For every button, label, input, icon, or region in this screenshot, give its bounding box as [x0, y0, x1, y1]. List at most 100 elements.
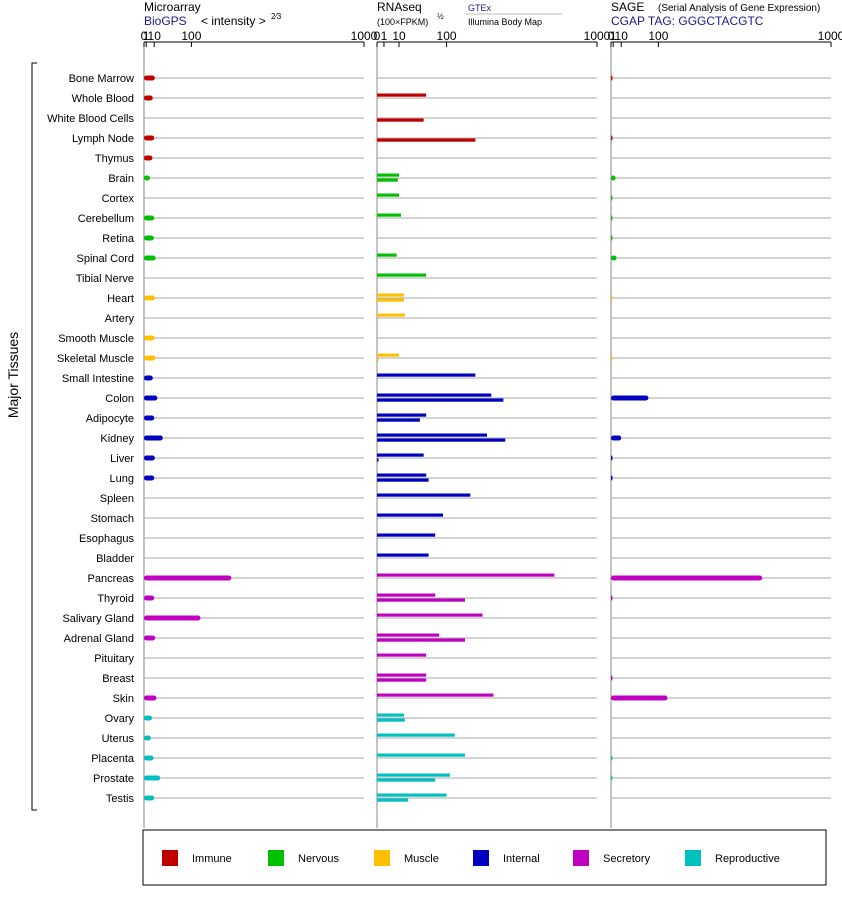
- rnaseq-bar: [377, 638, 465, 642]
- tissue-label: Salivary Gland: [62, 613, 134, 625]
- tissue-label: Prostate: [93, 773, 134, 785]
- sage-bar: [611, 755, 613, 761]
- sage-bar: [611, 295, 613, 301]
- sage-subtitle: (Serial Analysis of Gene Expression): [658, 3, 820, 14]
- legend-swatch: [268, 850, 284, 866]
- microarray-bar: [144, 175, 150, 181]
- microarray-bar: [144, 155, 153, 161]
- sage-bar: [611, 75, 613, 81]
- rnaseq-tick-label: 0: [374, 29, 381, 43]
- tissue-label: Testis: [106, 793, 135, 805]
- rnaseq-tick-label: 10: [392, 29, 406, 43]
- tissue-label: Pancreas: [88, 573, 135, 585]
- rnaseq-bar: [377, 793, 447, 797]
- microarray-tick-label: 1000: [351, 29, 378, 43]
- microarray-bar: [144, 335, 155, 341]
- rnaseq-scale-label: (100×FPKM): [377, 17, 428, 27]
- tissue-label: Artery: [105, 313, 135, 325]
- rnaseq-bar: [377, 138, 476, 142]
- sage-bar: [611, 575, 763, 581]
- microarray-bar: [144, 255, 156, 261]
- microarray-bar: [144, 475, 155, 481]
- sage-bar: [611, 435, 622, 441]
- microarray-bar: [144, 355, 156, 361]
- sage-tag-link[interactable]: CGAP TAG: GGGCTACGTC: [611, 14, 764, 28]
- rnaseq-bar: [377, 433, 487, 437]
- rnaseq-bar: [377, 513, 443, 517]
- tissue-label: Skeletal Muscle: [57, 353, 134, 365]
- rnaseq-bar: [377, 373, 476, 377]
- rnaseq-bar: [377, 453, 424, 457]
- sage-bar: [611, 775, 613, 781]
- tissue-label: Small Intestine: [62, 373, 134, 385]
- rnaseq-bar: [377, 753, 465, 757]
- sage-bar: [611, 395, 649, 401]
- legend-swatch: [685, 850, 701, 866]
- microarray-bar: [144, 595, 155, 601]
- legend-swatch: [374, 850, 390, 866]
- tissue-label: Adipocyte: [86, 413, 134, 425]
- rnaseq-bar: [377, 553, 429, 557]
- tissue-label: Kidney: [100, 433, 134, 445]
- microarray-bar: [144, 735, 151, 741]
- rnaseq-bar: [377, 598, 465, 602]
- tissue-label: Tibial Nerve: [76, 273, 134, 285]
- legend-label: Nervous: [298, 853, 339, 865]
- rnaseq-bar: [377, 273, 427, 277]
- tissue-label: Lymph Node: [72, 133, 134, 145]
- sage-bar: [611, 675, 613, 681]
- rnaseq-bar: [377, 418, 420, 422]
- tissue-label: Bladder: [96, 553, 134, 565]
- rnaseq-bar: [377, 678, 427, 682]
- rnaseq-bar: [377, 733, 455, 737]
- rnaseq-bar: [377, 773, 450, 777]
- gtex-source-link[interactable]: GTEx: [468, 3, 492, 13]
- sage-bar: [611, 695, 668, 701]
- rnaseq-bar: [377, 313, 405, 317]
- microarray-tick-label: 1: [143, 29, 150, 43]
- microarray-tick-label: 10: [148, 29, 162, 43]
- rnaseq-bar: [377, 358, 379, 362]
- tissue-label: Adrenal Gland: [64, 633, 134, 645]
- microarray-scale-label: < intensity >: [201, 14, 266, 28]
- rnaseq-bar: [377, 93, 427, 97]
- microarray-header: Microarray BioGPS < intensity > 2⁄3: [144, 0, 282, 28]
- sage-bar: [611, 255, 617, 261]
- rnaseq-bar: [377, 213, 402, 217]
- y-axis-label: Major Tissues: [5, 332, 21, 418]
- microarray-bar: [144, 795, 155, 801]
- rnaseq-bar: [377, 298, 404, 302]
- microarray-source-link[interactable]: BioGPS: [144, 14, 187, 28]
- tissue-label: Retina: [102, 233, 135, 245]
- tissue-label: Thyroid: [97, 593, 134, 605]
- sage-bar: [611, 235, 613, 241]
- tissue-label: Thymus: [95, 153, 135, 165]
- rnaseq-header: RNAseq (100×FPKM) ½ GTEx Illumina Body M…: [377, 0, 562, 27]
- microarray-bar: [144, 135, 155, 141]
- legend-item: Immune: [162, 850, 232, 866]
- legend-item: Internal: [473, 850, 540, 866]
- rnaseq-bar: [377, 393, 492, 397]
- legend: Immune Nervous Muscle Internal Secretory Repr…: [162, 850, 780, 866]
- legend-item: Reproductive: [685, 850, 780, 866]
- tissue-label: Lung: [110, 473, 134, 485]
- tissue-label: Spinal Cord: [77, 253, 134, 265]
- microarray-bar: [144, 455, 155, 461]
- rnaseq-tick-label: 1000: [584, 29, 611, 43]
- microarray-bar: [144, 635, 156, 641]
- microarray-bar: [144, 395, 158, 401]
- rnaseq-bar: [377, 693, 494, 697]
- sage-bar: [611, 135, 613, 141]
- rnaseq-bar: [377, 478, 429, 482]
- sage-tick-label: 100: [648, 29, 668, 43]
- sage-tick-label: 1: [610, 29, 617, 43]
- sage-bar: [611, 195, 613, 201]
- tissue-label: Stomach: [91, 513, 134, 525]
- tissue-label: Uterus: [102, 733, 135, 745]
- legend-item: Nervous: [268, 850, 339, 866]
- rnaseq-bar: [377, 178, 398, 182]
- microarray-bar: [144, 715, 153, 721]
- microarray-tick-label: 100: [181, 29, 201, 43]
